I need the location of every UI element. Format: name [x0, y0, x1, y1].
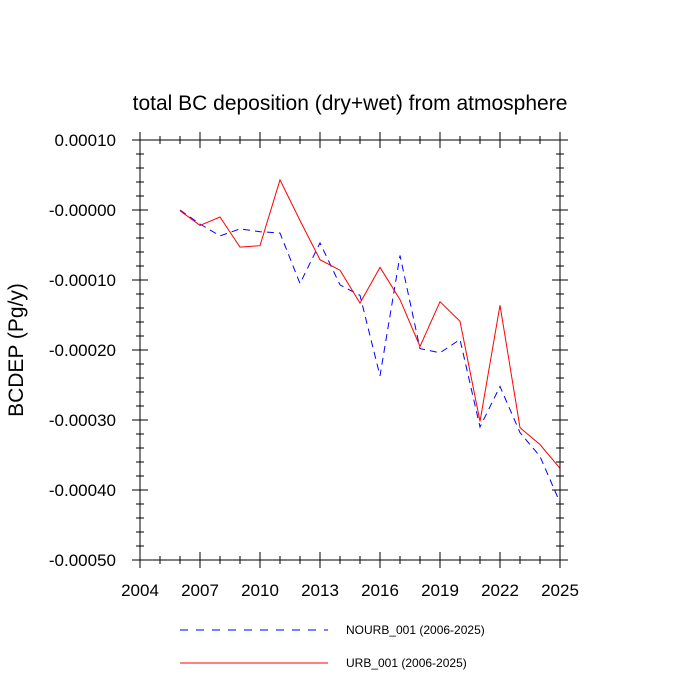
y-tick-label: 0.00010: [55, 131, 116, 150]
y-tick-label: -0.00010: [49, 271, 116, 290]
legend-label: URB_001 (2006-2025): [346, 656, 467, 670]
y-tick-label: -0.00050: [49, 551, 116, 570]
chart-title: total BC deposition (dry+wet) from atmos…: [133, 92, 568, 115]
x-tick-label: 2016: [361, 581, 399, 600]
series-lines: [179, 178, 561, 503]
x-tick-label: 2010: [241, 581, 279, 600]
y-tick-label: -0.00030: [49, 411, 116, 430]
legend-label: NOURB_001 (2006-2025): [346, 623, 485, 637]
y-tick-label: -0.00000: [49, 201, 116, 220]
x-tick-label: 2025: [541, 581, 579, 600]
x-tick-label: 2007: [181, 581, 219, 600]
y-axis-label: BCDEP (Pg/y): [5, 283, 28, 417]
x-tick-label: 2022: [481, 581, 519, 600]
y-tick-label: -0.00040: [49, 481, 116, 500]
series-line-nourb-001: [179, 209, 561, 503]
y-tick-label: -0.00020: [49, 341, 116, 360]
axis-ticks: 2004 2007 2010 2013 2016 2019 2022 2025 0.00010 -…: [49, 131, 579, 600]
series-line-urb-001: [179, 178, 561, 469]
x-tick-label: 2013: [301, 581, 339, 600]
plot-frame: [139, 139, 561, 561]
x-tick-label: 2004: [121, 581, 159, 600]
legend: NOURB_001 (2006-2025) URB_001 (2006-2025): [180, 623, 485, 670]
x-tick-label: 2019: [421, 581, 459, 600]
